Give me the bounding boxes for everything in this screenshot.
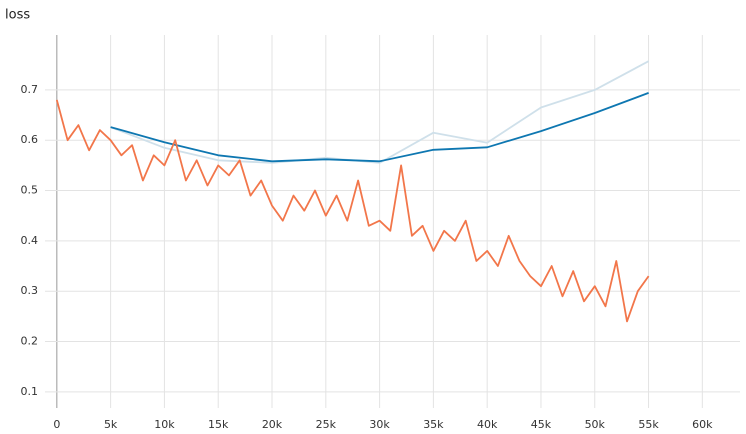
y-tick-label: 0.6	[21, 133, 39, 146]
chart-title: loss	[5, 8, 30, 23]
x-tick-label: 40k	[477, 418, 498, 431]
x-tick-label: 5k	[104, 418, 118, 431]
x-tick-label: 50k	[585, 418, 606, 431]
line-series	[55, 99, 650, 323]
y-tick-label: 0.2	[21, 335, 39, 348]
x-tick-label: 20k	[262, 418, 283, 431]
y-tick-label: 0.5	[21, 184, 39, 197]
x-tick-label: 45k	[531, 418, 552, 431]
x-tick-label: 15k	[208, 418, 229, 431]
y-tick-label: 0.4	[21, 234, 39, 247]
y-tick-label: 0.3	[21, 284, 39, 297]
x-tick-label: 0	[53, 418, 60, 431]
x-tick-label: 60k	[692, 418, 713, 431]
x-tick-label: 30k	[369, 418, 390, 431]
line-series	[110, 92, 649, 163]
y-tick-label: 0.7	[21, 83, 39, 96]
x-tick-label: 25k	[316, 418, 337, 431]
x-tick-label: 55k	[638, 418, 659, 431]
line-series	[110, 60, 650, 164]
y-tick-label: 0.1	[21, 385, 39, 398]
x-tick-label: 35k	[423, 418, 444, 431]
x-tick-label: 10k	[154, 418, 175, 431]
